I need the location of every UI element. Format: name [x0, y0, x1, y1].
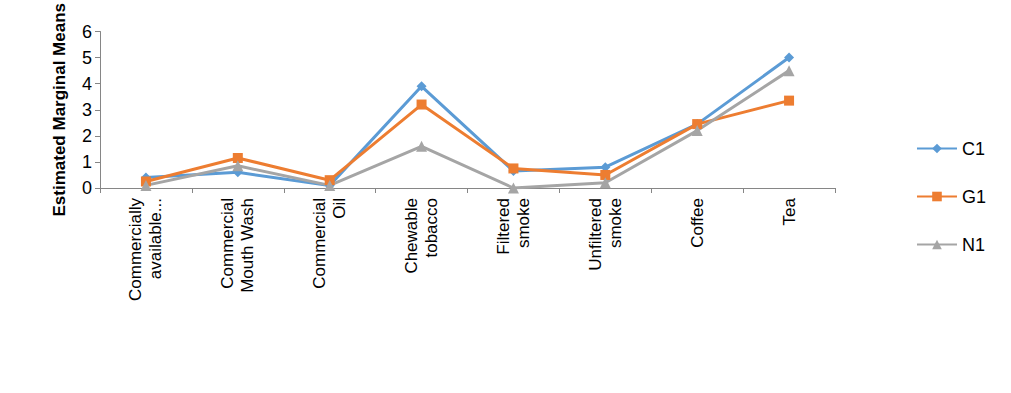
svg-text:3: 3 — [82, 100, 92, 120]
svg-text:2: 2 — [82, 126, 92, 146]
svg-text:6: 6 — [82, 22, 92, 42]
svg-text:tobacco: tobacco — [422, 198, 441, 258]
svg-text:Coffee: Coffee — [688, 198, 707, 248]
svg-text:4: 4 — [82, 74, 92, 94]
svg-text:Commercial: Commercial — [310, 198, 329, 289]
svg-text:C1: C1 — [962, 139, 985, 159]
svg-text:Oil: Oil — [330, 198, 349, 219]
svg-text:0: 0 — [82, 178, 92, 198]
svg-text:available...: available... — [146, 198, 165, 279]
svg-text:5: 5 — [82, 48, 92, 68]
svg-text:smoke: smoke — [606, 198, 625, 248]
svg-text:Filtered: Filtered — [494, 198, 513, 255]
svg-text:Commercial: Commercial — [218, 198, 237, 289]
svg-text:N1: N1 — [962, 235, 985, 255]
svg-text:Commercially: Commercially — [126, 198, 145, 301]
svg-text:Unfiltered: Unfiltered — [586, 198, 605, 271]
svg-text:Estimated Marginal Means: Estimated Marginal Means — [50, 3, 69, 217]
svg-text:Chewable: Chewable — [402, 198, 421, 274]
svg-text:smoke: smoke — [514, 198, 533, 248]
svg-text:Tea: Tea — [780, 197, 799, 225]
svg-text:1: 1 — [82, 152, 92, 172]
svg-text:G1: G1 — [962, 187, 986, 207]
svg-text:Mouth Wash: Mouth Wash — [238, 198, 257, 293]
